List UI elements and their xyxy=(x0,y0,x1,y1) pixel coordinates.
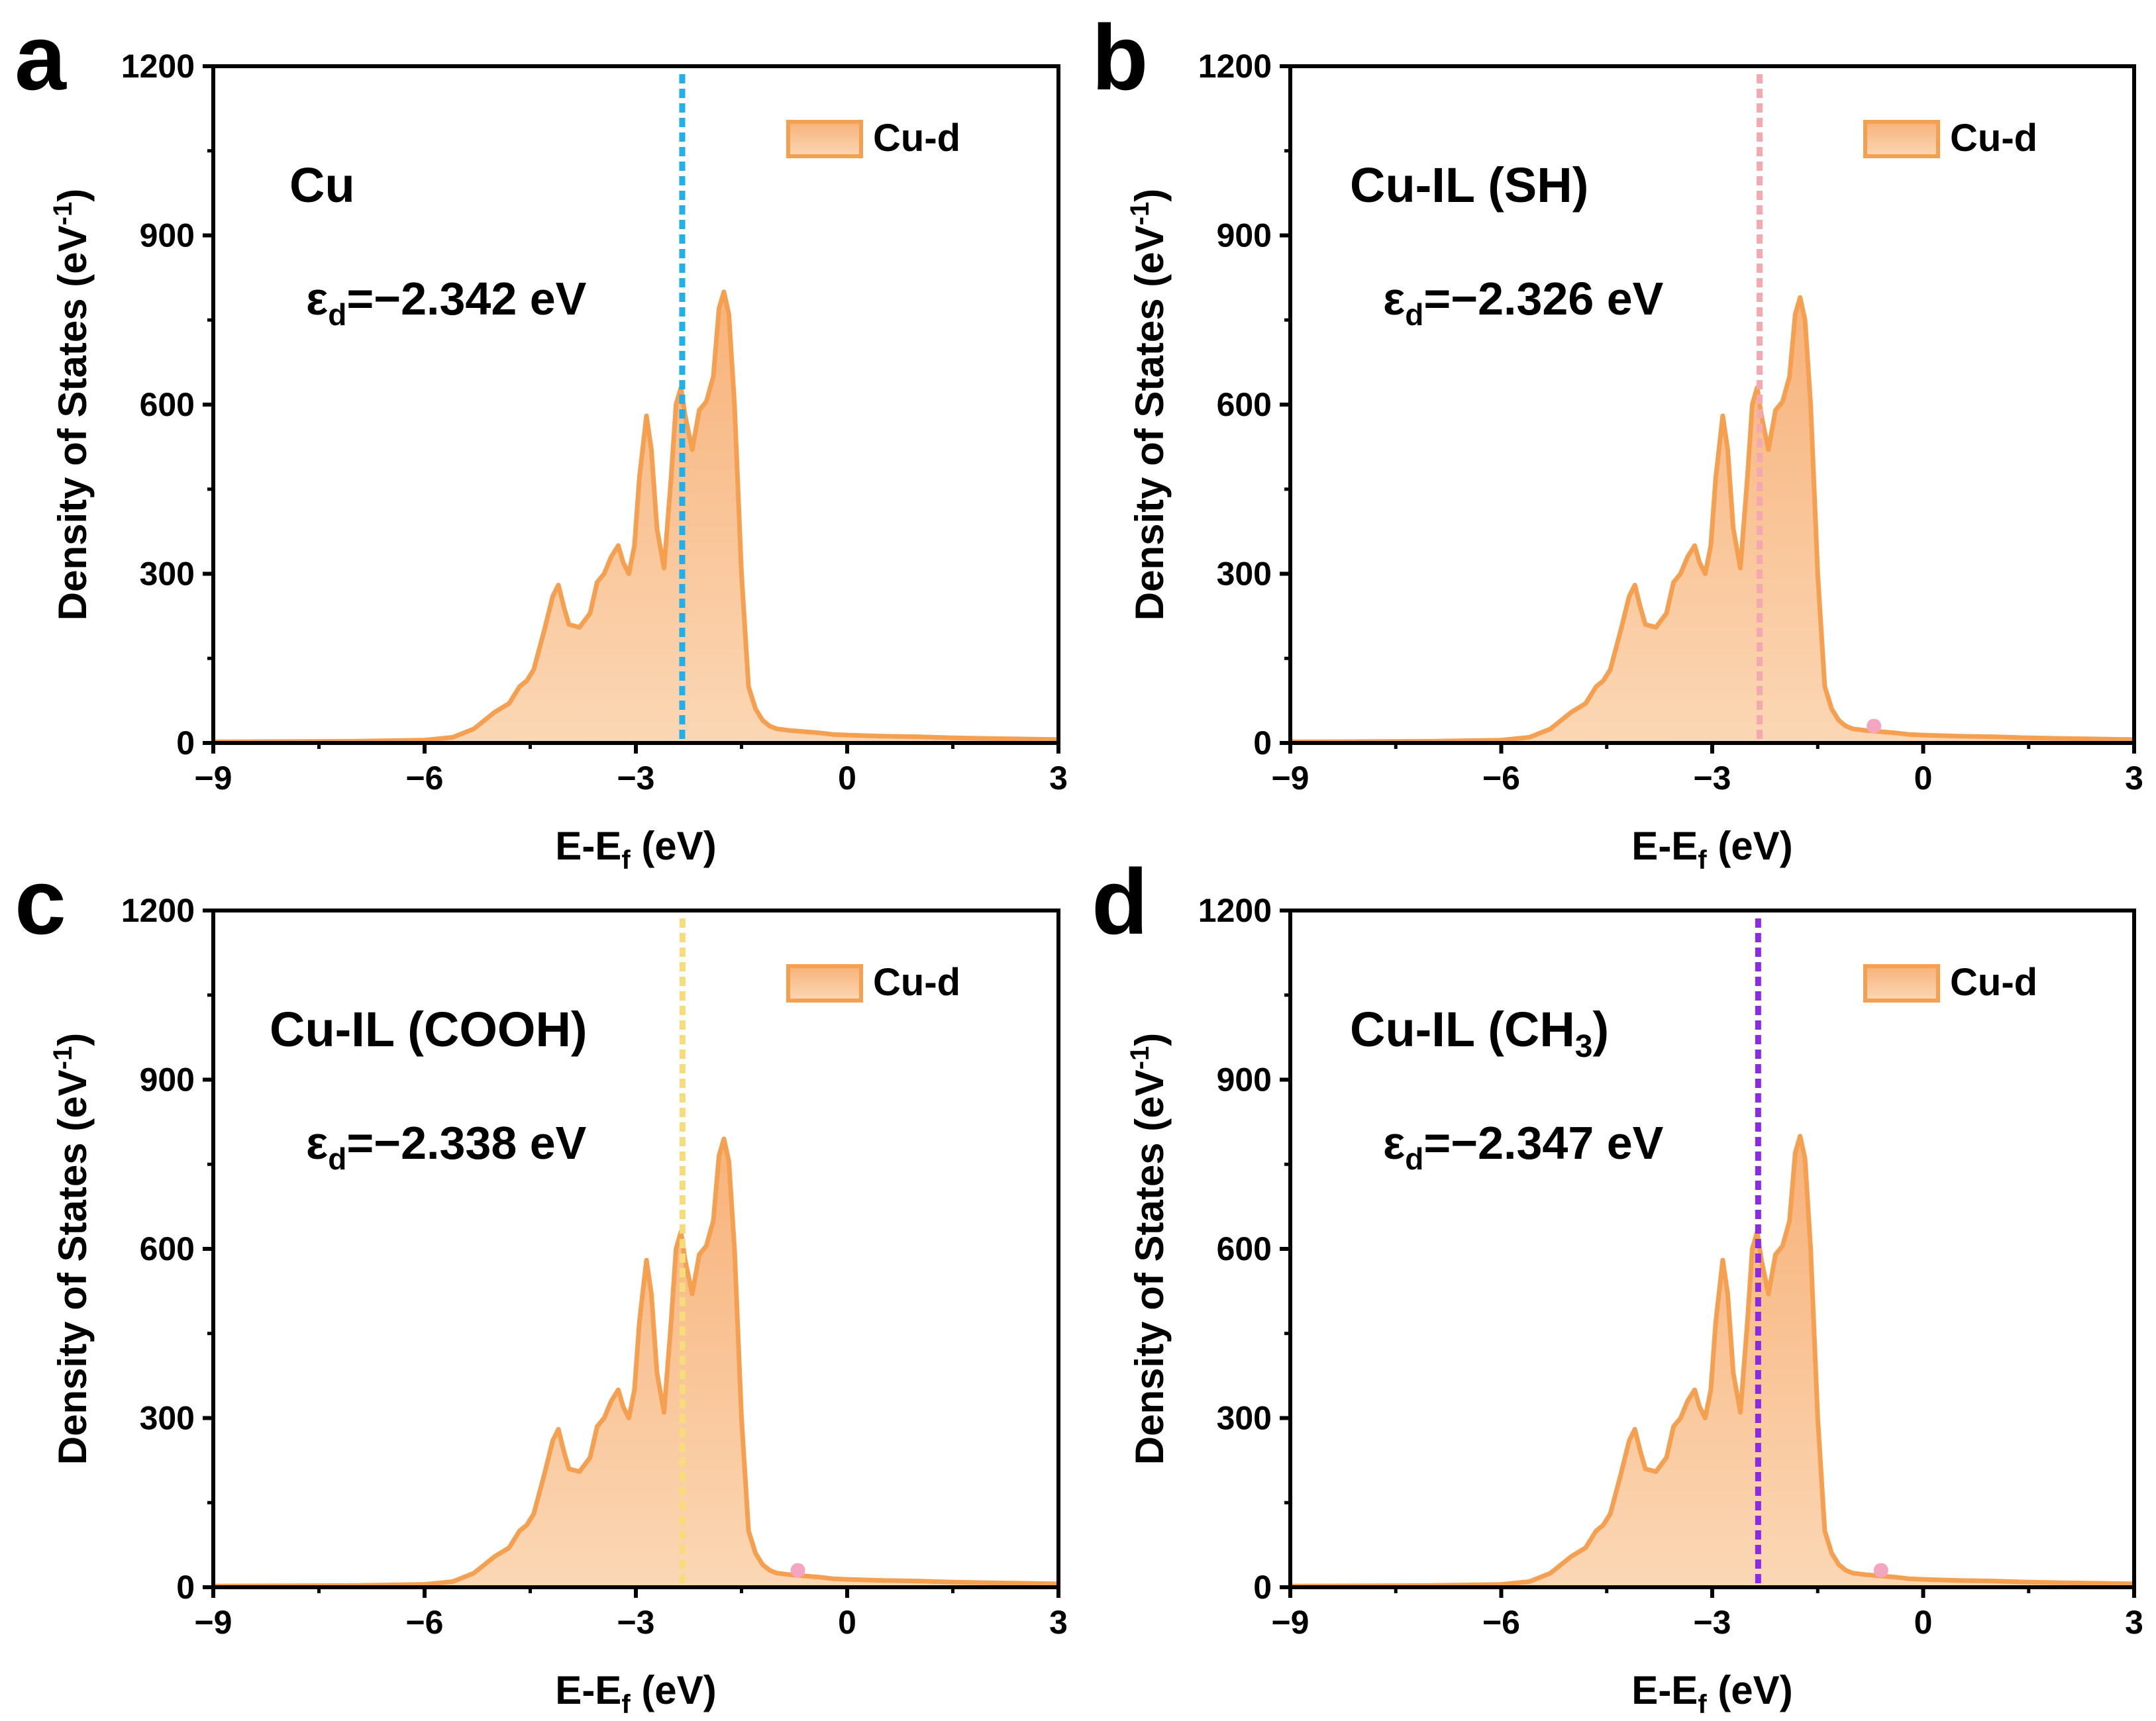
panel-d: 0 300 600 900 1200 −9 −6 −3 0 3 E-Ef (eV) Density o… xyxy=(1092,850,2143,1719)
cu-d-area xyxy=(213,1138,1058,1587)
y-tick-label: 1200 xyxy=(1198,48,1272,85)
y-tick-label: 1200 xyxy=(121,892,195,929)
panel-letter: b xyxy=(1092,5,1149,109)
y-tick-label: 0 xyxy=(1253,1569,1272,1606)
y-tick-label: 600 xyxy=(140,386,195,423)
sample-label: Cu-IL (CH3) xyxy=(1350,1002,1609,1064)
y-tick-label: 900 xyxy=(140,217,195,254)
x-tick-label: −3 xyxy=(617,760,654,797)
d-band-center-annotation: εd=−2.342 eV xyxy=(306,273,587,332)
y-tick-label: 300 xyxy=(140,1400,195,1437)
y-tick-label: 0 xyxy=(176,724,195,762)
x-tick-label: −9 xyxy=(1271,1604,1309,1641)
y-tick-label: 900 xyxy=(1217,217,1272,254)
highlight-marker xyxy=(1873,1563,1888,1578)
y-tick-label: 1200 xyxy=(121,48,195,85)
cu-d-area xyxy=(213,291,1058,743)
x-axis-label: E-Ef (eV) xyxy=(1631,824,1792,875)
d-band-center-annotation: εd=−2.338 eV xyxy=(306,1117,587,1176)
y-tick-label: 300 xyxy=(1217,556,1272,593)
x-tick-label: −3 xyxy=(1693,1604,1731,1641)
legend-swatch xyxy=(786,964,863,1003)
x-tick-label: 0 xyxy=(838,760,856,797)
x-tick-label: −6 xyxy=(405,760,443,797)
y-axis-label: Density of States (eV-1) xyxy=(1125,1033,1172,1465)
x-tick-label: −3 xyxy=(1693,760,1731,797)
x-tick-label: 3 xyxy=(1049,1604,1068,1641)
legend-swatch xyxy=(1863,120,1940,158)
y-axis-label: Density of States (eV-1) xyxy=(1125,189,1172,620)
y-tick-label: 0 xyxy=(1253,724,1272,762)
sample-label: Cu-IL (COOH) xyxy=(270,1002,588,1057)
y-axis-label: Density of States (eV-1) xyxy=(48,1033,95,1465)
legend-label: Cu-d xyxy=(873,117,960,160)
y-tick-label: 600 xyxy=(1217,386,1272,423)
x-tick-label: 3 xyxy=(2125,760,2143,797)
legend-label: Cu-d xyxy=(873,961,960,1004)
sample-label: Cu xyxy=(289,158,355,213)
x-axis-label: E-Ef (eV) xyxy=(1631,1668,1792,1719)
x-tick-label: 0 xyxy=(1914,760,1933,797)
legend-swatch xyxy=(1863,964,1940,1003)
legend-label: Cu-d xyxy=(1950,117,2037,160)
x-tick-label: 0 xyxy=(1914,1604,1933,1641)
x-tick-label: −6 xyxy=(1482,760,1520,797)
highlight-marker xyxy=(1867,718,1882,734)
legend-label: Cu-d xyxy=(1950,961,2037,1004)
panel-letter: c xyxy=(15,850,66,954)
d-band-center-annotation: εd=−2.347 eV xyxy=(1383,1117,1664,1176)
highlight-marker xyxy=(790,1563,805,1578)
y-tick-label: 0 xyxy=(176,1569,195,1606)
sample-label: Cu-IL (SH) xyxy=(1350,158,1588,213)
x-tick-label: −9 xyxy=(1271,760,1309,797)
x-tick-label: −6 xyxy=(405,1604,443,1641)
y-tick-label: 600 xyxy=(1217,1230,1272,1267)
y-tick-label: 300 xyxy=(1217,1400,1272,1437)
y-tick-label: 900 xyxy=(1217,1061,1272,1099)
x-tick-label: 3 xyxy=(1049,760,1068,797)
x-tick-label: 3 xyxy=(2125,1604,2143,1641)
cu-d-line xyxy=(1290,1134,2135,1589)
x-tick-label: −3 xyxy=(617,1604,654,1641)
panel-c: 0 300 600 900 1200 −9 −6 −3 0 3 E-Ef (eV) Density o… xyxy=(15,850,1068,1719)
panel-b: 0 300 600 900 1200 −9 −6 −3 0 3 E-Ef (eV) Density o… xyxy=(1092,5,2143,875)
panel-a: 0 300 600 900 1200 −9 −6 −3 0 3 E-Ef (eV) Density o… xyxy=(15,5,1068,875)
y-tick-label: 600 xyxy=(140,1230,195,1267)
cu-d-area xyxy=(1290,297,2134,743)
x-tick-label: −9 xyxy=(194,760,232,797)
y-tick-label: 300 xyxy=(140,556,195,593)
cu-d-line xyxy=(213,289,1059,744)
d-band-center-annotation: εd=−2.326 eV xyxy=(1383,273,1664,332)
x-axis-label: E-Ef (eV) xyxy=(555,824,716,875)
panel-letter: a xyxy=(15,5,67,109)
x-tick-label: −9 xyxy=(194,1604,232,1641)
cu-d-area xyxy=(1290,1136,2134,1587)
x-axis-label: E-Ef (eV) xyxy=(555,1668,716,1719)
x-tick-label: 0 xyxy=(838,1604,856,1641)
panel-letter: d xyxy=(1092,850,1149,954)
y-axis-label: Density of States (eV-1) xyxy=(48,189,95,620)
legend-swatch xyxy=(786,120,863,158)
y-tick-label: 900 xyxy=(140,1061,195,1099)
y-tick-label: 1200 xyxy=(1198,892,1272,929)
x-tick-label: −6 xyxy=(1482,1604,1520,1641)
